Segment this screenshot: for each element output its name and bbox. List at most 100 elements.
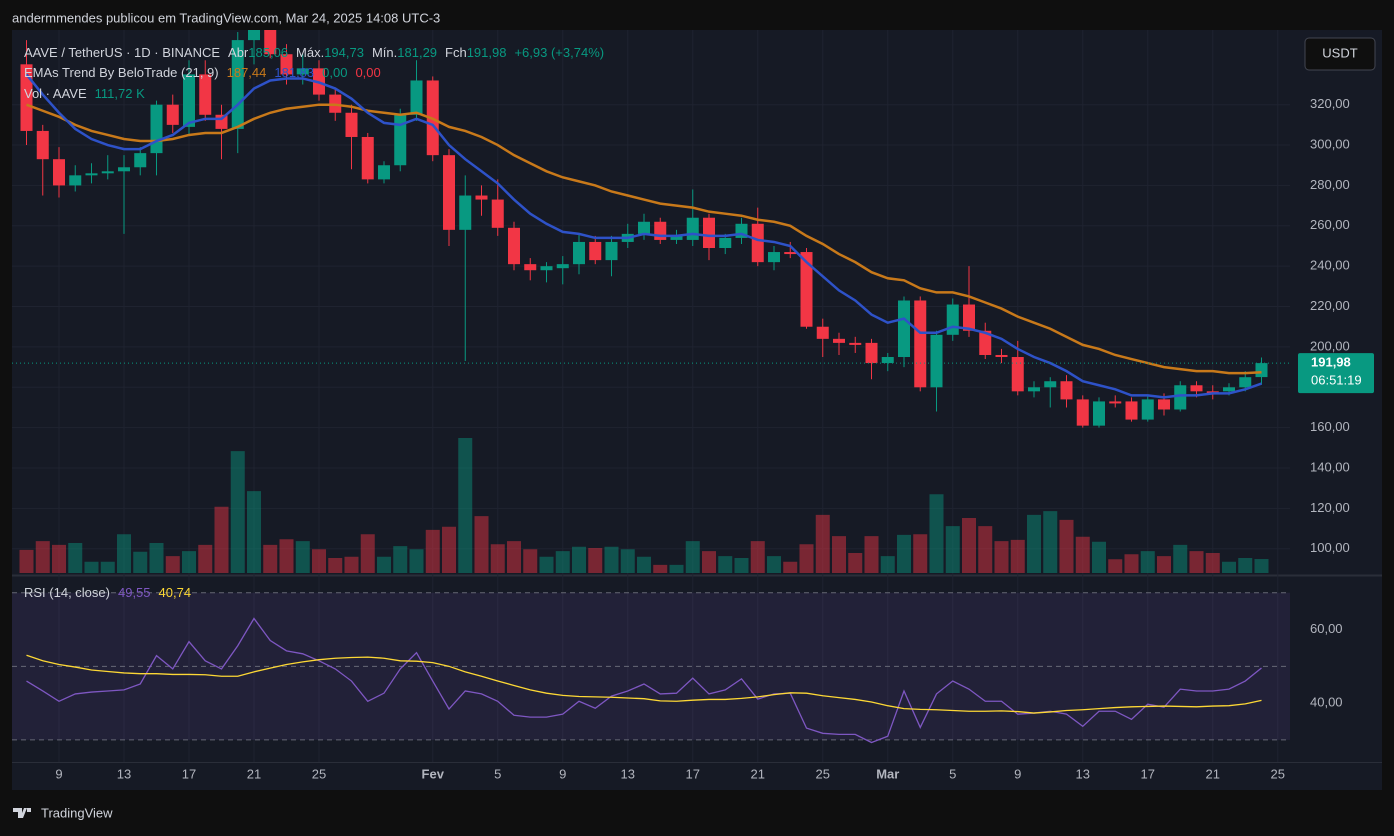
ema-title: EMAs Trend By BeloTrade (21, 9) [24, 65, 219, 80]
volume-bar [19, 549, 34, 573]
y-tick-label: 300,00 [1310, 136, 1350, 151]
last-price-label: 191,98 [1311, 355, 1351, 370]
volume-bar [1140, 551, 1155, 573]
volume-bar [1108, 559, 1123, 573]
volume-bar [994, 541, 1009, 573]
candle-body [53, 159, 65, 186]
candle-body [150, 104, 163, 154]
candle-body [816, 326, 829, 339]
ohlc-value: 191,98 [467, 45, 507, 60]
candle-body [85, 173, 98, 176]
x-tick-label: 13 [117, 766, 131, 781]
volume-bar [230, 451, 245, 573]
volume-bar [962, 518, 976, 573]
candle-body [1239, 377, 1252, 388]
candle-body [751, 223, 764, 263]
candle-body [784, 252, 797, 255]
candle-body [1109, 401, 1122, 404]
publish-info: andermmendes publicou em TradingView.com… [12, 10, 440, 25]
candle-body [20, 64, 33, 131]
candle-body [1093, 401, 1105, 426]
ema-extra: 0,00 [355, 65, 380, 80]
currency-label[interactable]: USDT [1322, 45, 1357, 60]
rsi-value: 49,55 [118, 585, 151, 600]
ema-value: 187,44 [227, 65, 267, 80]
candle-body [865, 342, 878, 364]
y-tick-label: 120,00 [1310, 500, 1350, 515]
volume-bar [117, 534, 131, 573]
candle-body [443, 155, 455, 230]
volume-bar [637, 556, 651, 573]
candle-body [1125, 401, 1138, 420]
volume-bar [523, 549, 538, 573]
ema-value: 181,83 [274, 65, 314, 80]
x-tick-label: 9 [1014, 766, 1021, 781]
x-tick-label: 25 [312, 766, 326, 781]
candle-body [540, 266, 553, 271]
candle-body [199, 74, 212, 115]
candle-body [345, 112, 358, 137]
candle-body [638, 221, 650, 234]
volume-bar [832, 536, 846, 573]
volume-bar [100, 561, 115, 573]
y-tick-label: 40,00 [1310, 695, 1343, 710]
candle-body [524, 264, 537, 271]
candle-body [963, 304, 975, 331]
legend-symbol-row: AAVE / TetherUS · 1D · BINANCE Abr185,06 M… [24, 45, 604, 60]
candle-body [134, 153, 147, 168]
x-tick-label: 21 [247, 766, 261, 781]
candle-body [979, 330, 992, 355]
volume-bar [539, 556, 554, 573]
rsi-title: RSI (14, close) [24, 585, 110, 600]
volume-bar [572, 546, 586, 573]
rsi-line [26, 654, 1262, 714]
volume-bar [409, 549, 424, 573]
volume-bar [864, 536, 879, 573]
candle-body [995, 354, 1008, 358]
candle-body [1028, 387, 1040, 392]
volume-bar [35, 541, 50, 573]
candle-body [589, 241, 602, 261]
candle-body [768, 252, 780, 263]
candle-body [1060, 381, 1073, 400]
candle-body [361, 136, 374, 180]
x-tick-label: 5 [949, 766, 956, 781]
volume-bar [442, 526, 456, 573]
grid [12, 30, 1290, 762]
volume-bar [52, 544, 66, 573]
candle-body [215, 114, 228, 129]
volume-bar [588, 548, 603, 573]
volume-bar [279, 539, 294, 573]
volume-bar [1124, 554, 1139, 573]
x-tick-label: 21 [751, 766, 765, 781]
rsi-pane [12, 592, 1290, 744]
legend-rsi-row: RSI (14, close) 49,55 40,74 [24, 585, 191, 600]
y-tick-label: 60,00 [1310, 621, 1343, 636]
candle-body [36, 130, 49, 160]
ema-extra: 0,00 [322, 65, 347, 80]
volume-bar [897, 534, 911, 573]
candle-body [459, 195, 472, 230]
candle-body [118, 167, 130, 172]
volume-bar [1238, 558, 1253, 573]
volume-bar [1222, 561, 1236, 573]
volume-bar [555, 551, 570, 573]
volume-bar [880, 556, 895, 573]
volume-bar [978, 526, 993, 573]
candle-body [248, 30, 260, 41]
candle-body [264, 30, 277, 55]
x-tick-label: 25 [1271, 766, 1285, 781]
price-pane [19, 30, 1269, 573]
ohlc-value: 181,29 [397, 45, 437, 60]
candle-body [1141, 399, 1154, 420]
volume-bar [1059, 519, 1074, 573]
candle-body [491, 199, 504, 228]
candle-body [686, 217, 699, 240]
symbol: AAVE / TetherUS · 1D · BINANCE [24, 45, 220, 60]
volume-bar [913, 534, 928, 573]
x-tick-label: Fev [422, 766, 445, 781]
volume-bar [165, 556, 180, 573]
volume-bar [1075, 536, 1090, 573]
currency-button[interactable] [1304, 37, 1376, 71]
candle-body [849, 342, 862, 345]
